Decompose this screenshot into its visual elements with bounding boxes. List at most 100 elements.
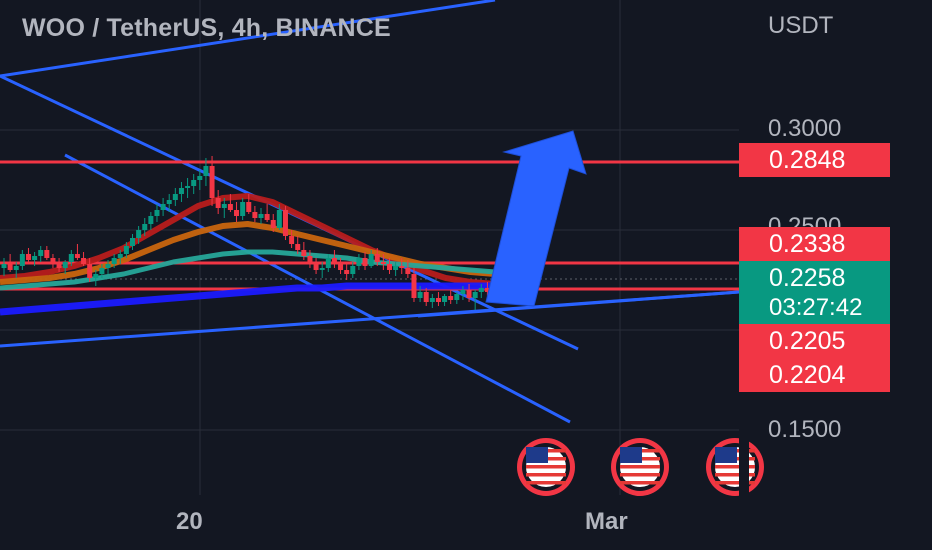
candle-body	[417, 292, 423, 298]
trendline	[417, 290, 740, 318]
candle-body	[331, 258, 337, 264]
candle-body	[191, 180, 197, 186]
candle-body	[148, 216, 154, 224]
level-price-badge: 0.2338	[739, 227, 890, 261]
candle-body	[484, 288, 490, 292]
candle-body	[258, 214, 264, 218]
candle-body	[399, 266, 405, 268]
candle-body	[319, 268, 325, 270]
candle-body	[160, 204, 166, 210]
candle-body	[227, 204, 233, 210]
candle-body	[117, 254, 123, 258]
candle-body	[136, 230, 142, 238]
candle-body	[93, 274, 99, 278]
candle-body	[246, 202, 252, 212]
candle-body	[38, 250, 44, 256]
axis-mask	[739, 430, 749, 510]
candle-body	[374, 254, 380, 262]
candle-body	[172, 194, 178, 200]
event-flags[interactable]	[517, 430, 764, 510]
candle-body	[203, 166, 209, 176]
candle-body	[338, 264, 344, 270]
flag-stripe	[715, 465, 755, 469]
candle-body	[50, 258, 56, 264]
flag-stripe	[526, 465, 566, 469]
moving-average-line	[0, 282, 520, 316]
candle-body	[81, 258, 87, 264]
chart-grid	[0, 0, 739, 495]
low-price-badge: 0.2204	[739, 358, 890, 392]
moving-averages	[0, 193, 521, 316]
candle-body	[252, 212, 258, 218]
us-flag-icon[interactable]	[517, 438, 575, 496]
candles	[1, 156, 521, 310]
candle-body	[405, 268, 411, 274]
candle-body	[32, 256, 38, 260]
price-axis-unit: USDT	[768, 12, 834, 39]
candle-body	[56, 264, 62, 268]
us-flag-icon[interactable]	[611, 438, 669, 496]
candle-body	[154, 210, 160, 216]
flag-canton	[620, 447, 642, 463]
candle-body	[7, 264, 13, 270]
candle-body	[276, 210, 282, 228]
low-price-badge: 0.2205	[739, 324, 890, 358]
flag-stripe	[620, 465, 660, 469]
candle-body	[368, 254, 374, 266]
candle-body	[19, 254, 25, 266]
flag-stripe	[620, 473, 660, 477]
price-tick-label: 0.1500	[768, 416, 842, 443]
candle-body	[1, 264, 7, 268]
time-tick-label: 20	[176, 508, 203, 535]
candle-body	[142, 224, 148, 230]
candle-body	[442, 296, 448, 302]
candle-body	[68, 254, 74, 262]
flag-stripe	[715, 473, 755, 477]
candle-body	[87, 264, 93, 278]
price-tick-label: 0.3000	[768, 115, 842, 142]
candle-body	[185, 186, 191, 188]
last-price-value: 0.2258	[769, 264, 846, 292]
candle-body	[289, 236, 295, 244]
flag-stripe	[526, 481, 566, 485]
candle-body	[344, 270, 350, 274]
candle-body	[105, 264, 111, 268]
flag-stripe	[526, 473, 566, 477]
candle-body	[111, 258, 117, 264]
candle-body	[362, 258, 368, 266]
candle-body	[454, 294, 460, 300]
flag-stripe	[620, 481, 660, 485]
candle-body	[25, 254, 31, 260]
candle-body	[197, 176, 203, 180]
candle-body	[423, 292, 429, 302]
moving-average-line	[0, 249, 520, 291]
candle-body	[466, 290, 472, 298]
candle-body	[295, 244, 301, 250]
projection-arrow	[485, 130, 587, 307]
trendline	[0, 0, 496, 78]
flag-canton	[715, 447, 737, 463]
candle-body	[234, 210, 240, 216]
candle-body	[325, 258, 331, 268]
candle-body	[44, 250, 50, 258]
candle-body	[99, 268, 105, 274]
projection-arrow-shape	[485, 130, 587, 307]
candle-body	[448, 296, 454, 300]
candle-body	[435, 298, 441, 302]
candle-body	[74, 254, 80, 258]
candle-body	[130, 238, 135, 246]
flag-stripe	[715, 481, 755, 485]
candle-body	[178, 188, 184, 194]
level-price-badge: 0.2848	[739, 143, 890, 177]
moving-average-line	[0, 193, 521, 287]
candle-body	[62, 262, 68, 268]
candle-body	[393, 266, 399, 270]
candle-body	[313, 264, 319, 270]
candle-body	[221, 204, 227, 208]
candle-body	[209, 166, 215, 198]
candle-body	[478, 288, 484, 292]
candle-body	[429, 298, 435, 302]
candle-body	[472, 292, 478, 298]
candle-body	[240, 202, 246, 216]
